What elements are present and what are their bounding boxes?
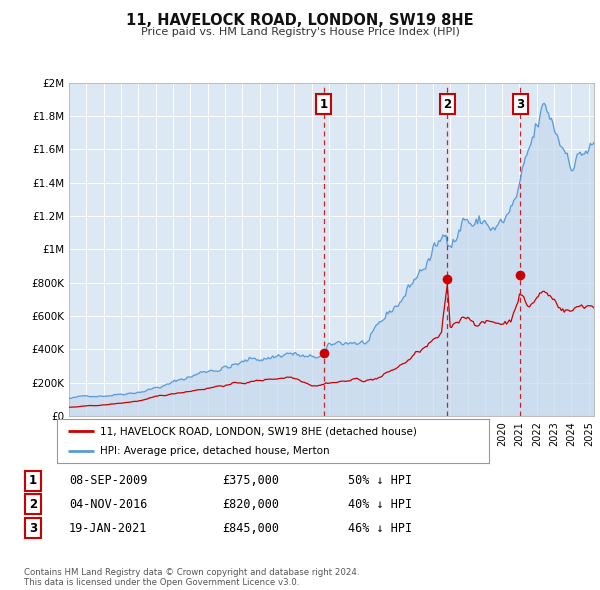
Text: 3: 3 [516,98,524,111]
Text: 04-NOV-2016: 04-NOV-2016 [69,498,148,511]
Text: 3: 3 [29,522,37,535]
Text: 19-JAN-2021: 19-JAN-2021 [69,522,148,535]
Text: 2: 2 [443,98,451,111]
Text: 2: 2 [29,498,37,511]
Text: 08-SEP-2009: 08-SEP-2009 [69,474,148,487]
Text: Price paid vs. HM Land Registry's House Price Index (HPI): Price paid vs. HM Land Registry's House … [140,27,460,37]
Text: 11, HAVELOCK ROAD, LONDON, SW19 8HE (detached house): 11, HAVELOCK ROAD, LONDON, SW19 8HE (det… [100,427,417,436]
Text: £820,000: £820,000 [222,498,279,511]
Text: £845,000: £845,000 [222,522,279,535]
Text: HPI: Average price, detached house, Merton: HPI: Average price, detached house, Mert… [100,447,330,456]
Text: 11, HAVELOCK ROAD, LONDON, SW19 8HE: 11, HAVELOCK ROAD, LONDON, SW19 8HE [126,13,474,28]
Text: 1: 1 [29,474,37,487]
Text: 1: 1 [319,98,328,111]
Text: Contains HM Land Registry data © Crown copyright and database right 2024.
This d: Contains HM Land Registry data © Crown c… [24,568,359,587]
Text: 40% ↓ HPI: 40% ↓ HPI [348,498,412,511]
Text: £375,000: £375,000 [222,474,279,487]
Text: 46% ↓ HPI: 46% ↓ HPI [348,522,412,535]
Text: 50% ↓ HPI: 50% ↓ HPI [348,474,412,487]
